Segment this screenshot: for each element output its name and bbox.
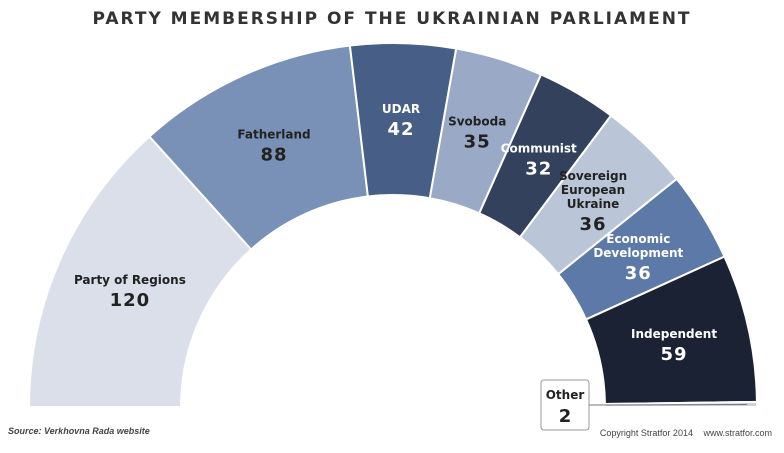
label-party-of-regions: Party of Regions [74,273,186,287]
label-independent: Independent [631,327,717,341]
label-sovereign-european-ukraine: Sovereign European Ukraine [559,169,627,211]
value-party-of-regions: 120 [110,290,151,311]
chart-slices [27,42,759,408]
value-communist: 32 [525,159,552,180]
page-title: PARTY MEMBERSHIP OF THE UKRAINIAN PARLIA… [92,9,692,29]
chart-labels: Party of Regions 120 Fatherland 88 UDAR 42 Svo… [74,102,717,365]
copyright-text: Copyright Stratfor 2014 [599,428,693,438]
callout-box [540,379,590,431]
value-economic-development: 36 [625,263,652,284]
label-fatherland: Fatherland [237,128,310,142]
value-independent: 59 [661,344,688,365]
label-udar: UDAR [382,102,420,116]
other-callout: Other 2 [540,379,747,431]
value-udar: 42 [388,119,415,140]
value-other: 2 [559,406,572,427]
label-other: Other [546,388,585,402]
label-svoboda: Svoboda [448,115,506,129]
value-fatherland: 88 [260,145,287,166]
website-text: www.stratfor.com [703,428,772,438]
value-svoboda: 35 [464,132,491,153]
value-sovereign-european-ukraine: 36 [580,214,607,235]
label-economic-development: Economic Development [593,232,683,260]
copyright-note: Copyright Stratfor 2014 www.stratfor.com [592,428,772,438]
source-note: Source: Verkhovna Rada website [8,426,150,436]
label-communist: Communist [501,142,577,156]
slice-party-of-regions [27,135,253,408]
